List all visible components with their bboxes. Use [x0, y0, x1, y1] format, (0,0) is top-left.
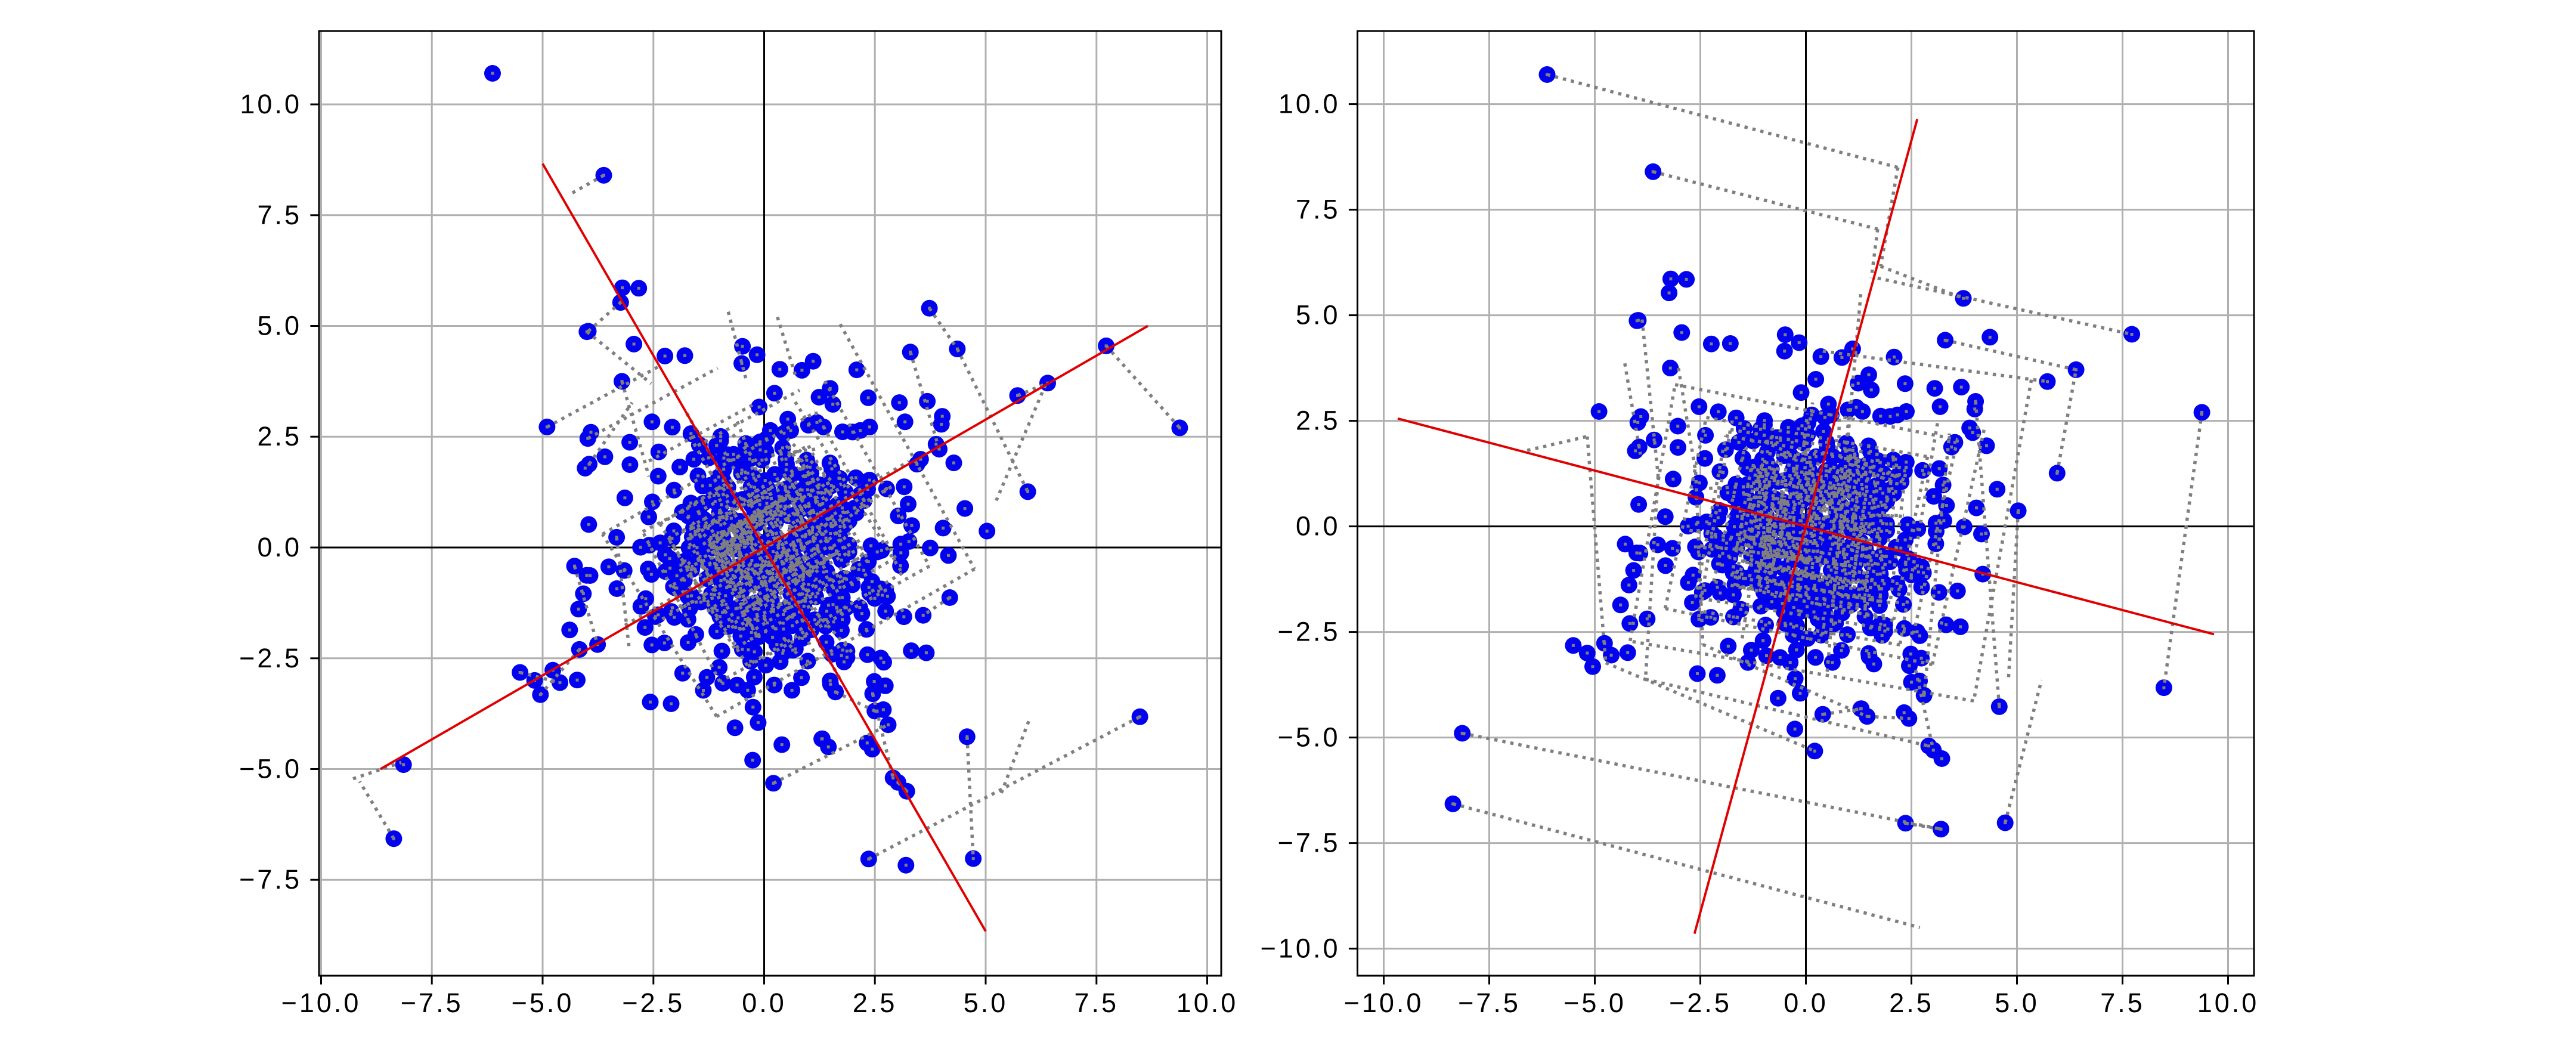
svg-text:0.0: 0.0: [1296, 511, 1340, 542]
svg-text:−2.5: −2.5: [622, 988, 685, 1018]
svg-text:5.0: 5.0: [1296, 300, 1340, 330]
svg-text:2.5: 2.5: [853, 988, 897, 1018]
svg-text:−10.0: −10.0: [281, 988, 361, 1018]
svg-text:−7.5: −7.5: [1458, 988, 1521, 1018]
svg-text:5.0: 5.0: [257, 311, 302, 341]
svg-text:−5.0: −5.0: [512, 988, 574, 1018]
svg-text:10.0: 10.0: [1176, 988, 1239, 1018]
svg-text:−5.0: −5.0: [239, 754, 302, 784]
svg-text:0.0: 0.0: [257, 532, 302, 562]
svg-text:7.5: 7.5: [1075, 988, 1119, 1018]
svg-text:−2.5: −2.5: [239, 643, 302, 673]
svg-text:10.0: 10.0: [240, 89, 302, 119]
svg-text:−10.0: −10.0: [1261, 933, 1340, 964]
svg-text:−7.5: −7.5: [401, 988, 463, 1018]
svg-text:0.0: 0.0: [742, 988, 787, 1018]
svg-text:10.0: 10.0: [2197, 988, 2259, 1018]
svg-text:−7.5: −7.5: [1278, 828, 1340, 858]
svg-text:−7.5: −7.5: [239, 864, 302, 895]
svg-text:5.0: 5.0: [964, 988, 1008, 1018]
svg-text:2.5: 2.5: [257, 421, 302, 451]
svg-text:−5.0: −5.0: [1278, 722, 1340, 753]
svg-text:7.5: 7.5: [1296, 194, 1340, 225]
svg-text:−2.5: −2.5: [1278, 617, 1340, 647]
svg-text:2.5: 2.5: [1296, 406, 1340, 436]
svg-text:7.5: 7.5: [2100, 988, 2145, 1018]
svg-text:7.5: 7.5: [257, 200, 302, 230]
svg-text:2.5: 2.5: [1889, 988, 1934, 1018]
svg-text:−2.5: −2.5: [1669, 988, 1732, 1018]
svg-text:−5.0: −5.0: [1563, 988, 1626, 1018]
svg-text:−10.0: −10.0: [1344, 988, 1424, 1018]
svg-text:0.0: 0.0: [1784, 988, 1828, 1018]
svg-text:10.0: 10.0: [1278, 89, 1340, 119]
svg-text:5.0: 5.0: [1995, 988, 2039, 1018]
